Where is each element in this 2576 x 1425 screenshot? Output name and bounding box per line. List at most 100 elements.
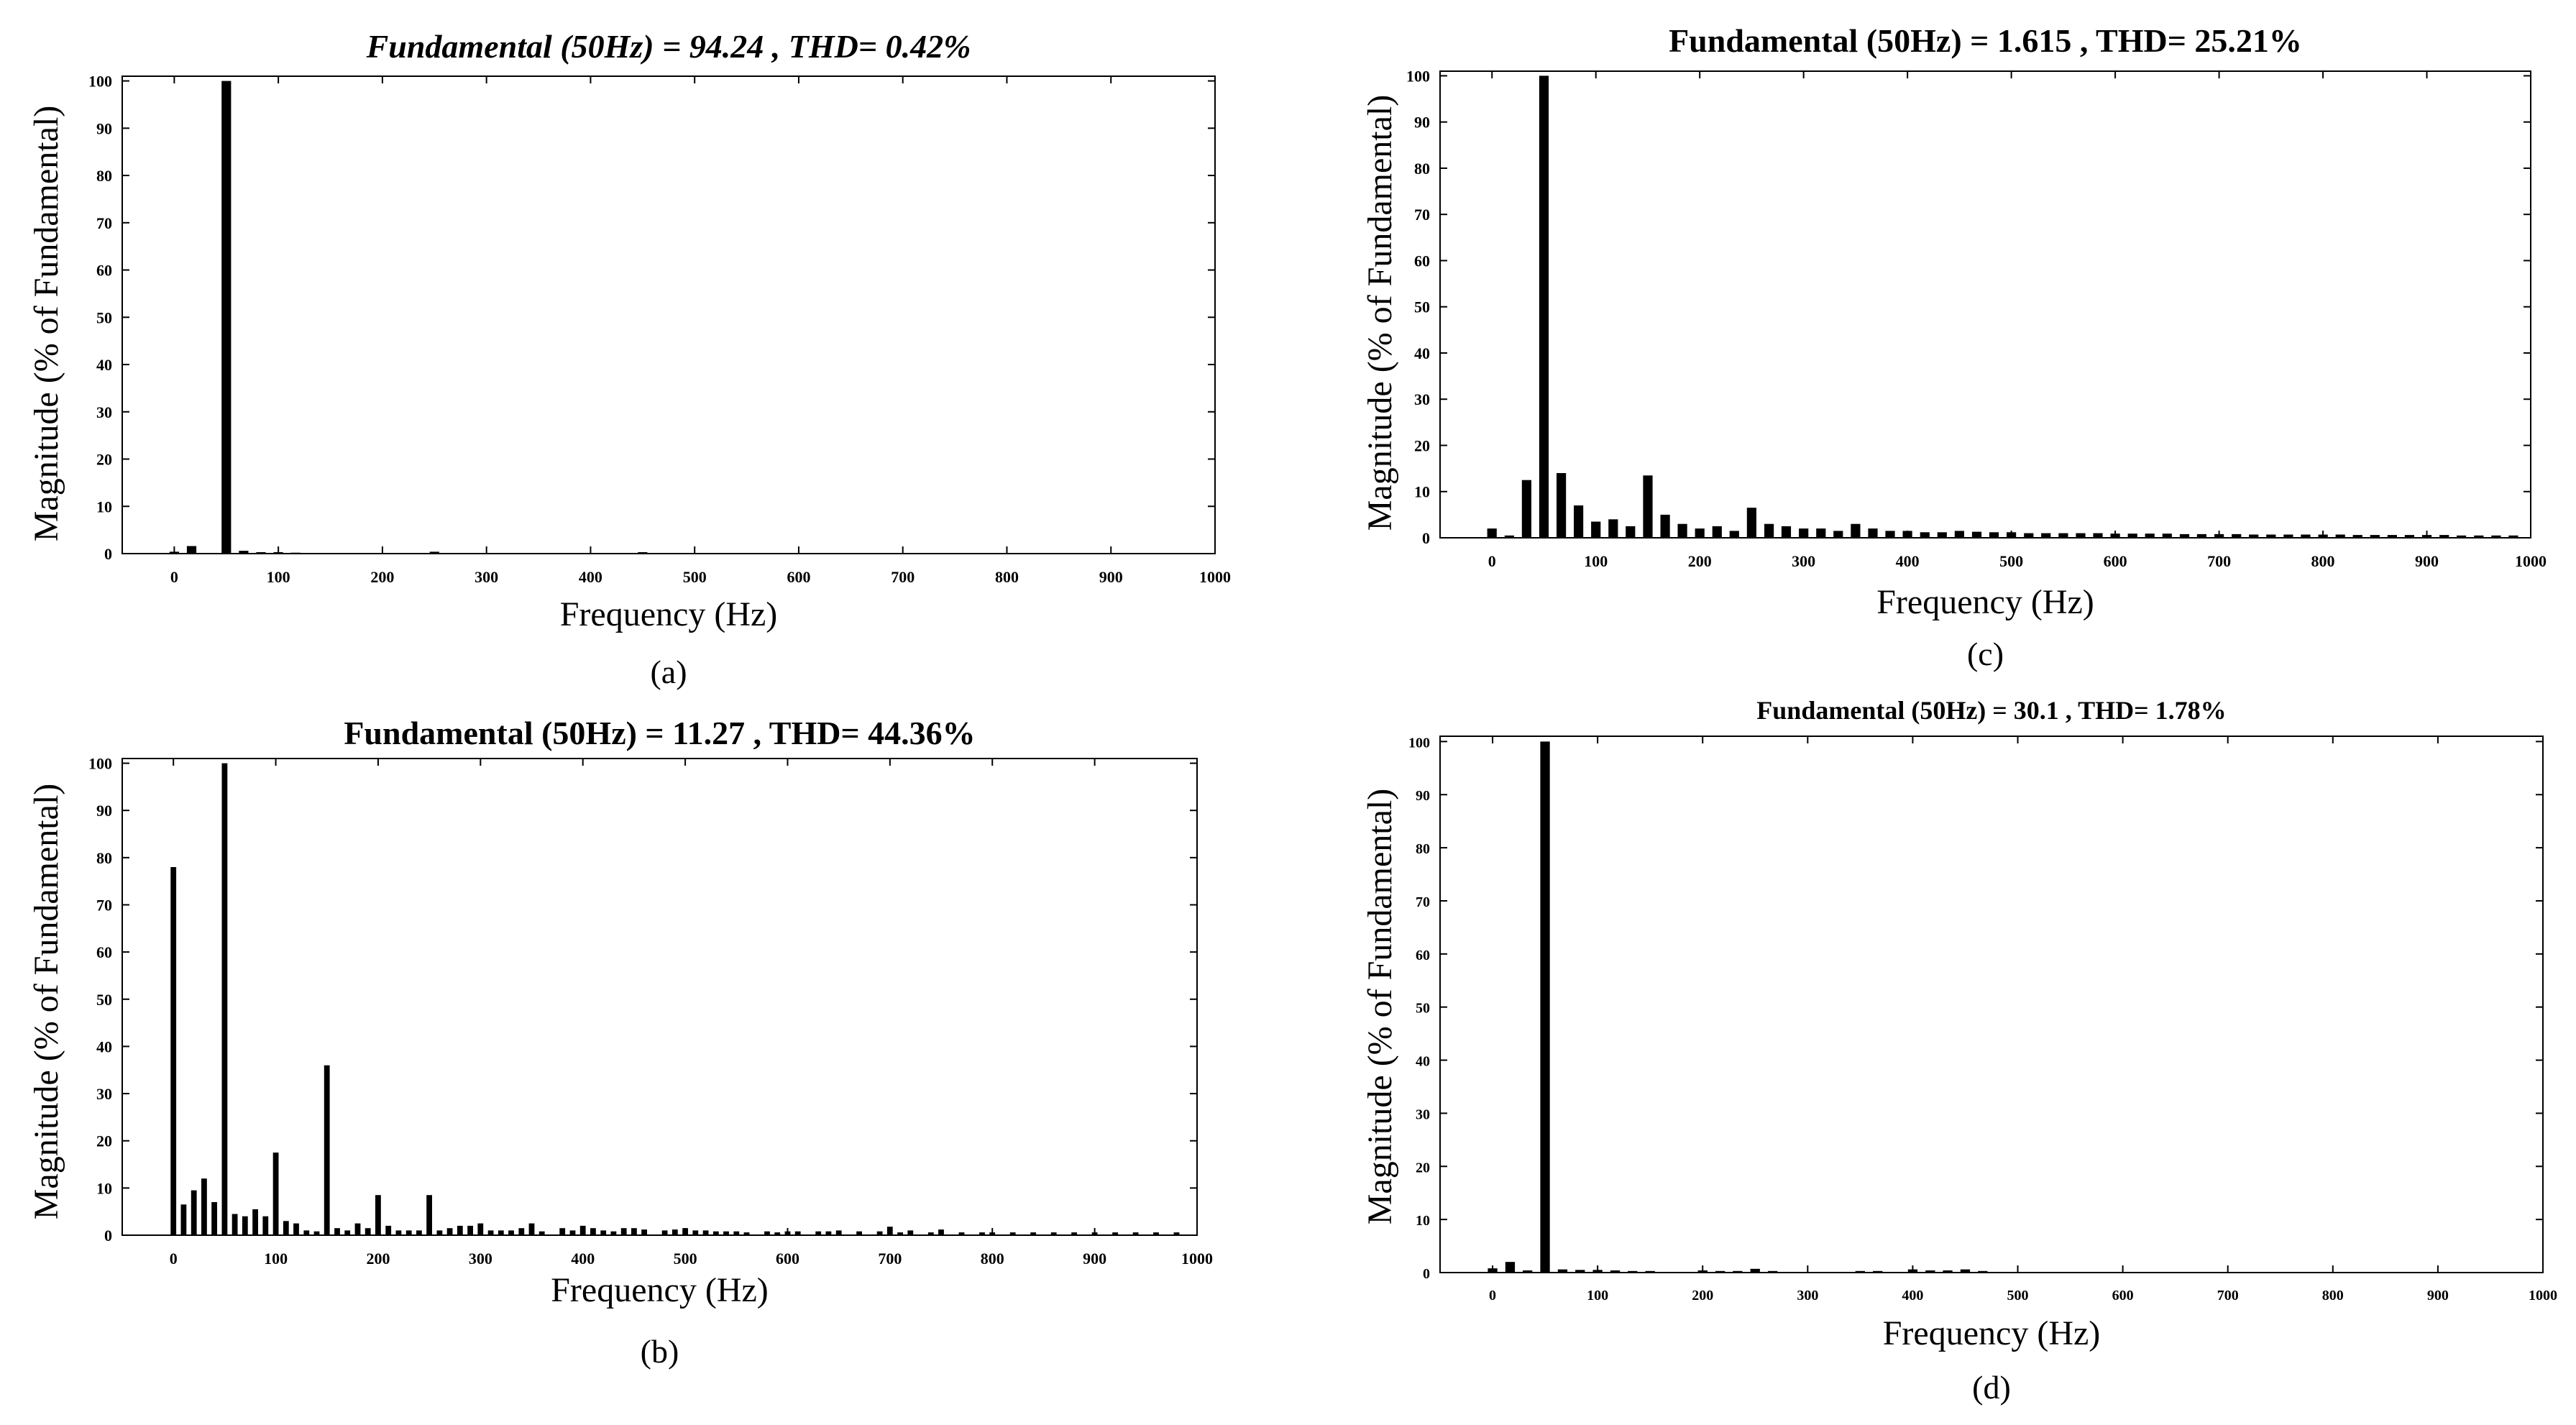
y-tick-label: 70	[96, 896, 112, 914]
bar	[1628, 1270, 1638, 1273]
panel-label: (d)	[1972, 1369, 2011, 1406]
y-tick-label: 80	[96, 167, 112, 185]
bar	[344, 1230, 351, 1235]
y-tick-label: 30	[1414, 390, 1430, 408]
bar	[2179, 533, 2190, 538]
bar	[620, 1228, 627, 1235]
bar	[2266, 534, 2276, 538]
bar	[1733, 1270, 1743, 1273]
bar	[1954, 531, 1964, 538]
bar	[290, 552, 301, 554]
chart-panel: 0 100 200 300 400 500 600 700 800 900 1000 0 10 20 30 4…	[27, 28, 1231, 690]
y-tick-label: 70	[1416, 894, 1430, 910]
bar	[1132, 1232, 1139, 1235]
bar	[1971, 531, 1982, 538]
bar	[1750, 1268, 1760, 1273]
bar	[324, 1065, 330, 1235]
y-tick-label: 100	[88, 755, 112, 773]
bar	[232, 1214, 238, 1235]
bar	[436, 1230, 443, 1235]
y-tick-label: 0	[104, 545, 112, 563]
bar	[498, 1230, 504, 1235]
bar	[528, 1223, 535, 1235]
y-tick-label: 30	[96, 1085, 112, 1103]
bar	[2024, 533, 2034, 538]
bar	[610, 1231, 617, 1235]
bar	[774, 1232, 781, 1235]
bar	[191, 1190, 197, 1235]
bar	[2508, 535, 2518, 538]
bar	[1885, 531, 1895, 538]
bar	[1851, 523, 1861, 538]
x-tick-label: 1000	[2529, 1288, 2557, 1303]
bar	[221, 81, 232, 554]
bar	[1712, 526, 1722, 538]
bar	[1855, 1270, 1865, 1273]
bar	[638, 552, 648, 554]
bar	[1660, 514, 1670, 538]
plot-frame	[122, 75, 1216, 554]
bar	[2283, 534, 2293, 538]
bar	[283, 1221, 289, 1235]
bar	[1868, 528, 1878, 538]
bar	[979, 1232, 985, 1235]
y-tick-label: 0	[104, 1227, 112, 1245]
bar	[426, 1195, 432, 1235]
bar	[1030, 1232, 1037, 1235]
y-tick-label: 0	[1422, 529, 1430, 547]
x-tick-label: 300	[475, 568, 498, 586]
bar	[1575, 1270, 1585, 1273]
chart-panel: 0 100 200 300 400 500 600 700 800 900 1000 0 10 20 30 4…	[1361, 696, 2557, 1406]
x-tick-label: 500	[1999, 552, 2023, 570]
bar	[508, 1230, 514, 1235]
bar	[256, 552, 266, 554]
x-tick-label: 800	[995, 568, 1019, 586]
y-tick-label: 40	[1414, 344, 1430, 362]
bar	[702, 1230, 709, 1235]
bar	[538, 1231, 545, 1235]
bar	[211, 1202, 217, 1235]
bar	[1557, 473, 1567, 538]
x-tick-label: 300	[1797, 1288, 1818, 1303]
bar	[1523, 1270, 1533, 1273]
bar	[907, 1230, 914, 1235]
bar	[1873, 1270, 1883, 1273]
x-tick-label: 1000	[1181, 1250, 1213, 1268]
bar	[1781, 526, 1792, 538]
bar	[2196, 533, 2206, 538]
x-tick-label: 800	[981, 1250, 1004, 1268]
bar	[2301, 534, 2311, 538]
x-tick-label: 900	[2427, 1288, 2449, 1303]
x-tick-label: 600	[776, 1250, 799, 1268]
bar	[1833, 531, 1843, 538]
bar	[1746, 508, 1756, 538]
chart-panel: 0 100 200 300 400 500 600 700 800 900 1000 0 10 20 30 4…	[1361, 22, 2547, 672]
x-tick-label: 1000	[2515, 552, 2547, 570]
x-tick-label: 400	[1896, 552, 1920, 570]
y-tick-label: 100	[1406, 67, 1430, 85]
bar	[1504, 535, 1514, 538]
x-tick-label: 0	[1489, 1288, 1496, 1303]
y-tick-label: 10	[1416, 1213, 1430, 1229]
x-tick-label: 600	[2112, 1288, 2134, 1303]
x-tick-label: 700	[891, 568, 915, 586]
y-tick-label: 90	[96, 802, 112, 820]
chart-title: Fundamental (50Hz) = 1.615 , THD= 25.21%	[1669, 22, 2302, 59]
plot-frame	[122, 758, 1198, 1236]
bar	[2491, 535, 2501, 538]
bar	[1173, 1232, 1180, 1235]
x-tick-label: 600	[787, 568, 810, 586]
bar	[252, 1209, 258, 1235]
bar	[569, 1230, 576, 1235]
bar	[2093, 533, 2103, 538]
x-tick-label: 100	[1584, 552, 1608, 570]
x-tick-label: 300	[469, 1250, 492, 1268]
bar	[897, 1232, 903, 1235]
y-axis-label: Magnitude (% of Fundamental)	[1361, 789, 1399, 1225]
y-tick-label: 0	[1423, 1266, 1430, 1282]
bar	[239, 551, 249, 554]
bar	[186, 546, 197, 554]
y-tick-label: 60	[96, 943, 112, 961]
bar	[201, 1178, 207, 1235]
bar	[1925, 1270, 1935, 1273]
